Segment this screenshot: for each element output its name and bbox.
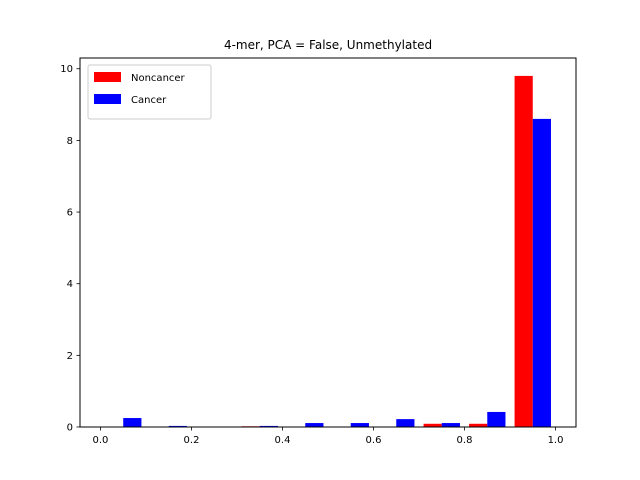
bar-cancer-5 [350, 423, 369, 427]
chart-title: 4-mer, PCA = False, Unmethylated [224, 38, 432, 52]
x-tick-label: 0.0 [93, 435, 109, 446]
legend: Noncancer Cancer [87, 64, 212, 120]
bar-cancer-6 [396, 419, 415, 427]
bar-noncancer-7 [423, 423, 442, 427]
x-tick-label: 0.4 [275, 435, 291, 446]
bar-cancer-4 [305, 423, 324, 427]
bar-cancer-9 [532, 118, 551, 427]
y-tick-label: 0 [67, 423, 73, 434]
y-tick-label: 4 [67, 279, 73, 290]
bar-cancer-7 [441, 423, 460, 427]
x-axis: 0.0 0.2 0.4 0.6 0.8 1.0 [93, 427, 564, 446]
x-tick-label: 0.2 [184, 435, 200, 446]
bar-cancer-0 [123, 418, 142, 427]
bar-cancer-3 [259, 425, 278, 427]
bar-cancer-8 [487, 411, 506, 427]
x-tick-label: 1.0 [548, 435, 564, 446]
y-tick-label: 6 [67, 208, 73, 219]
y-axis: 0 2 4 6 8 10 [60, 64, 80, 434]
axes-frame [79, 57, 577, 428]
bar-noncancer-8 [469, 423, 488, 427]
bar-noncancer-9 [514, 75, 533, 427]
x-tick-label: 0.6 [366, 435, 382, 446]
bars-group [123, 75, 551, 427]
y-tick-label: 10 [60, 64, 73, 75]
legend-label-noncancer: Noncancer [131, 73, 186, 84]
y-tick-label: 2 [67, 351, 73, 362]
legend-swatch-noncancer [94, 72, 121, 82]
y-tick-label: 8 [67, 136, 73, 147]
x-tick-label: 0.8 [457, 435, 473, 446]
bar-cancer-1 [168, 425, 187, 427]
legend-label-cancer: Cancer [131, 95, 167, 106]
legend-swatch-cancer [94, 94, 121, 104]
